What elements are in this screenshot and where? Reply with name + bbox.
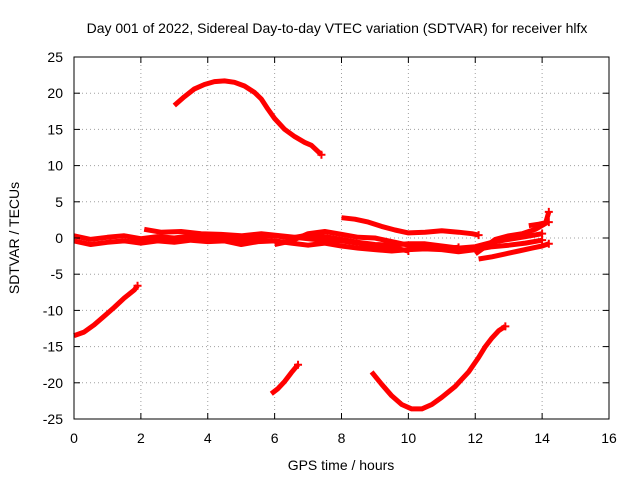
tick-layer: 0 2 4 6 8 10 12 14 16 -25 -20 -15 -10 -5 0 5 10 15 20 25: [43, 49, 617, 446]
x-tick-label: 14: [534, 430, 550, 446]
series-end-marker: [294, 360, 303, 369]
series-band-3: [143, 226, 409, 254]
y-tick-label: -25: [43, 411, 63, 427]
y-tick-label: 25: [47, 49, 63, 65]
series-end-marker: [404, 247, 413, 256]
x-tick-label: 10: [401, 430, 417, 446]
series-end-marker: [544, 218, 553, 227]
series-rise-lower: [478, 241, 550, 262]
y-tick-label: 0: [55, 230, 63, 246]
series-arc-mid-low: [269, 363, 300, 396]
x-tick-label: 4: [204, 430, 212, 446]
y-tick-label: -10: [43, 302, 63, 318]
series-end-marker: [501, 322, 510, 331]
y-tick-label: -15: [43, 339, 63, 355]
x-tick-label: 2: [137, 430, 145, 446]
y-tick-label: 5: [55, 194, 63, 210]
series-band-4: [274, 229, 459, 251]
x-tick-label: 6: [271, 430, 279, 446]
x-tick-label: 16: [601, 430, 617, 446]
y-tick-label: 10: [47, 158, 63, 174]
series-band-2: [73, 237, 543, 255]
series-end-marker: [454, 243, 463, 252]
chart-title: Day 001 of 2022, Sidereal Day-to-day VTE…: [87, 20, 588, 36]
y-tick-label: 15: [47, 121, 63, 137]
x-tick-label: 8: [338, 430, 346, 446]
series-end-marker: [544, 207, 553, 216]
series-layer: [73, 78, 553, 412]
x-axis-label: GPS time / hours: [288, 457, 395, 473]
y-tick-label: -5: [51, 266, 64, 282]
x-tick-label: 0: [70, 430, 78, 446]
series-arc-valley: [369, 324, 507, 412]
series-arc-high: [172, 78, 324, 157]
series-end-marker: [538, 236, 547, 245]
y-tick-label: -20: [43, 375, 63, 391]
x-tick-label: 12: [467, 430, 483, 446]
y-axis-label: SDTVAR / TECUs: [6, 182, 22, 294]
series-end-marker: [544, 239, 553, 248]
series-end-marker: [317, 150, 326, 159]
series-arc-morning-low: [73, 284, 140, 339]
series-end-marker: [474, 231, 483, 240]
series-arc-evening-upper: [341, 215, 480, 238]
y-tick-label: 20: [47, 85, 63, 101]
series-end-marker: [133, 281, 142, 290]
